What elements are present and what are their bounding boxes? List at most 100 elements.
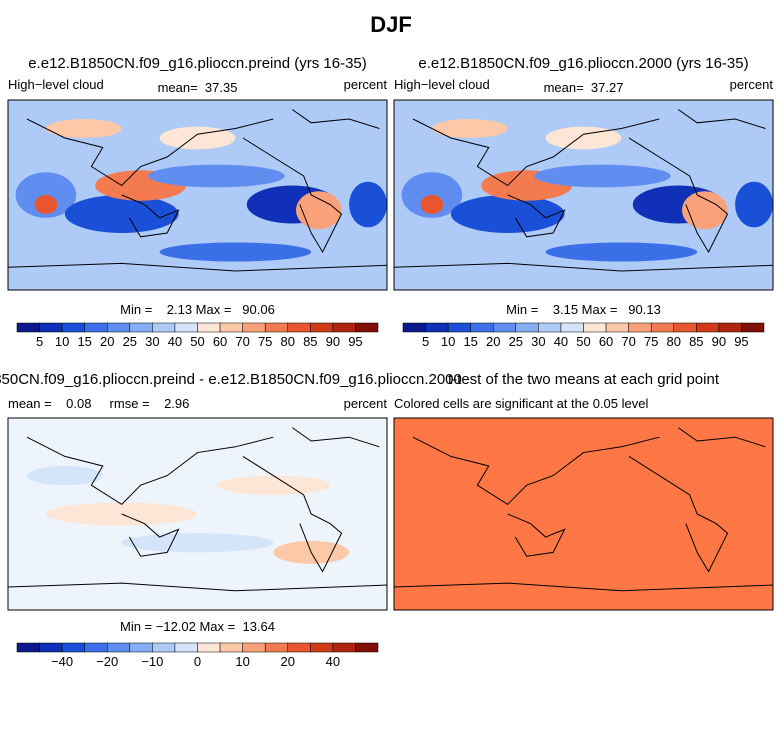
coastline [291, 109, 380, 129]
map-field [34, 195, 58, 214]
colorbar-label: 50 [576, 334, 590, 349]
coastline [628, 455, 729, 573]
map-frame [393, 99, 774, 291]
colorbar-label: 95 [734, 334, 748, 349]
coastline [507, 194, 566, 238]
colorbar-label: 20 [486, 334, 500, 349]
panel-left-label: High−level cloud [8, 77, 104, 92]
colorbar-box [174, 642, 198, 653]
coastline [677, 427, 766, 448]
colorbar-box [242, 642, 266, 653]
coastline [7, 262, 388, 272]
colorbar-box [152, 322, 176, 333]
colorbar-box [515, 322, 539, 333]
map-field [431, 119, 508, 138]
coastline [393, 582, 774, 592]
panel-stats: Min = 3.15 Max = 90.13 [506, 302, 661, 317]
coastline [121, 513, 180, 557]
colorbar-box [355, 642, 379, 653]
map-field [159, 242, 312, 262]
colorbar-box [628, 322, 652, 333]
colorbar-box [219, 642, 243, 653]
colorbar-box [107, 322, 131, 333]
colorbar-label: 60 [213, 334, 227, 349]
colorbar-label: 10 [441, 334, 455, 349]
map-field [216, 475, 331, 495]
colorbar-box [560, 322, 584, 333]
colorbar-box [287, 642, 311, 653]
panel-title: e.e12.B1850CN.f09_g16.plioccn.2000 (yrs … [418, 55, 748, 72]
colorbar-label: 90 [326, 334, 340, 349]
colorbar-label: 5 [36, 334, 43, 349]
map-field [121, 533, 274, 553]
colorbar-label: 90 [712, 334, 726, 349]
colorbar-box [287, 322, 311, 333]
map-field [420, 195, 444, 214]
colorbar-box [264, 642, 288, 653]
map-field [401, 172, 463, 218]
map-field [545, 126, 622, 150]
colorbar-label: 30 [531, 334, 545, 349]
colorbar-label: 15 [77, 334, 91, 349]
colorbar-box [152, 642, 176, 653]
colorbar-box [39, 322, 63, 333]
colorbar-label: 50 [190, 334, 204, 349]
colorbar-label: 0 [194, 654, 201, 669]
colorbar-label: 40 [554, 334, 568, 349]
colorbar-label: 10 [55, 334, 69, 349]
colorbar-box [174, 322, 198, 333]
map-frame [7, 417, 388, 611]
panel-mean: mean= 37.35 [158, 80, 238, 95]
colorbar-box [61, 322, 85, 333]
colorbar-box [310, 322, 334, 333]
coastline [677, 109, 766, 129]
colorbar-label: 95 [348, 334, 362, 349]
colorbar-label: 70 [621, 334, 635, 349]
colorbar-label: 75 [258, 334, 272, 349]
map-frame [7, 99, 388, 291]
map-field [534, 164, 671, 188]
colorbar-box [718, 322, 742, 333]
colorbar-box [84, 322, 108, 333]
coastline [291, 427, 380, 448]
colorbar-box [402, 322, 426, 333]
colorbar-label: −20 [96, 654, 118, 669]
panel-title: t-test of the two means at each grid poi… [448, 371, 720, 388]
colorbar-label: 80 [281, 334, 295, 349]
colorbar-box [696, 322, 720, 333]
colorbar-box [16, 322, 40, 333]
colorbar-box [650, 322, 674, 333]
colorbar-box [493, 322, 517, 333]
colorbar-label: 85 [303, 334, 317, 349]
colorbar-box [264, 322, 288, 333]
colorbar-box [16, 642, 40, 653]
map-frame [393, 417, 774, 611]
map-field [159, 126, 236, 150]
panel-stats: Min = −12.02 Max = 13.64 [120, 619, 275, 634]
colorbar-label: 25 [123, 334, 137, 349]
coastline [412, 118, 660, 187]
colorbar-box [470, 322, 494, 333]
coastline [412, 436, 660, 506]
colorbar-label: −40 [51, 654, 73, 669]
panel-left-label: Colored cells are significant at the 0.0… [394, 396, 648, 411]
map-field [45, 119, 122, 138]
colorbar-box [673, 322, 697, 333]
panel-units: percent [344, 396, 388, 411]
colorbar-label: 20 [100, 334, 114, 349]
colorbar-label: 40 [326, 654, 340, 669]
colorbar-box [741, 322, 765, 333]
map-background [394, 418, 773, 610]
panel-left-label: High−level cloud [394, 77, 490, 92]
colorbar-label: 70 [235, 334, 249, 349]
colorbar-label: 30 [145, 334, 159, 349]
colorbar-box [332, 642, 356, 653]
map-field [296, 191, 342, 230]
coastline [242, 455, 343, 573]
coastline [7, 582, 388, 592]
panel-stats: Min = 2.13 Max = 90.06 [120, 302, 275, 317]
colorbar-box [129, 322, 153, 333]
colorbar-label: 60 [599, 334, 613, 349]
colorbar-box [447, 322, 471, 333]
